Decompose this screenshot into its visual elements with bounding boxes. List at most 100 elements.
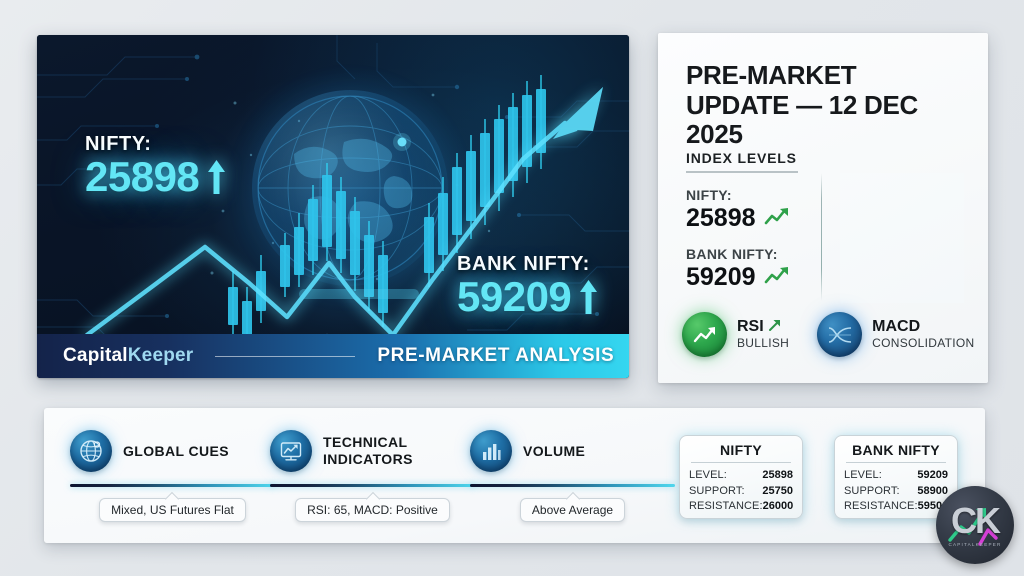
index-row-nifty: NIFTY: 25898 [686,186,798,232]
bar-chart-icon [470,430,512,472]
data-card-row: LEVEL: 25898 [689,468,793,484]
hero-banner: NIFTY: 25898 BANK NIFTY: 59209 CapitalKe… [37,35,629,378]
feature-volume[interactable]: VOLUME Above Average [470,430,675,522]
summary-strip: GLOBAL CUES Mixed, US Futures Flat [44,408,985,543]
hero-footer-bar: CapitalKeeper PRE-MARKET ANALYSIS [37,334,629,378]
feature-global-cues[interactable]: GLOBAL CUES Mixed, US Futures Flat [70,430,275,522]
feature-technical-indicators[interactable]: TECHNICAL INDICATORS RSI: 65, MACD: Posi… [270,430,475,522]
hero-footer-title: PRE-MARKET ANALYSIS [377,345,615,366]
rsi-badge-text: RSI BULLISH [737,318,789,351]
data-card-row: SUPPORT: 58900 [844,484,948,500]
feature-header: TECHNICAL INDICATORS [270,430,475,472]
trend-up-icon [764,204,790,232]
feature-pill-wrap: Above Average [470,487,675,522]
row-value: 58900 [917,484,948,497]
update-card-title-line1: PRE-MARKET [686,60,857,90]
update-card-date: 12 DEC 2025 [686,89,918,150]
feature-title: TECHNICAL INDICATORS [323,434,413,467]
logo-spark-icon [948,508,998,546]
capitalkeeper-logo: CK CAPITALKEEPER [936,486,1014,564]
update-card-title: PRE-MARKET UPDATE — 12 DEC 2025 [686,60,970,150]
feature-pill: Above Average [519,498,626,522]
row-key: SUPPORT: [689,484,745,497]
globe-icon [70,430,112,472]
index-value-row: 59209 [686,263,798,291]
feature-title-line1: TECHNICAL [323,434,408,451]
feature-title-line1: GLOBAL CUES [123,442,230,459]
row-value: 59209 [917,469,948,481]
hero-banknifty-ticker: BANK NIFTY: 59209 [457,253,598,320]
row-key: SUPPORT: [844,484,900,497]
rsi-badge-title: RSI [737,318,764,336]
feature-pill-wrap: RSI: 65, MACD: Positive [270,487,475,522]
logo-caption: CAPITALKEEPER [948,542,1002,547]
index-levels-divider [821,173,822,301]
rsi-badge[interactable]: RSI BULLISH [682,312,789,357]
index-levels-underline [686,171,798,173]
macd-badge-text: MACD CONSOLIDATION [872,318,974,350]
data-card-row: RESISTANCE: 59500 [844,499,948,515]
index-value: 25898 [686,204,756,233]
data-card-rule [846,462,946,463]
feature-pill: RSI: 65, MACD: Positive [295,498,450,522]
index-name: NIFTY: [686,187,732,203]
brand-wordmark: CapitalKeeper [63,345,193,367]
data-card-row: LEVEL: 59209 [844,468,948,484]
feature-pill-wrap: Mixed, US Futures Flat [70,487,275,522]
premarket-update-card: PRE-MARKET UPDATE — 12 DEC 2025 INDEX LE… [658,33,988,383]
macd-badge-status: CONSOLIDATION [872,335,975,350]
brand-first-part: Capital [63,345,128,366]
feature-title-line2: INDICATORS [323,451,413,467]
feature-accent-bar [270,484,475,487]
index-value: 59209 [686,263,756,292]
hero-nifty-label: NIFTY: [85,133,152,155]
row-key: LEVEL: [844,469,882,481]
candlestick-chart-decoration [84,75,603,349]
macd-badge-title: MACD [872,318,921,336]
circuit-trace-decoration [37,35,629,354]
monitor-chart-icon [270,430,312,472]
indicator-badge-row: RSI BULLISH [682,312,974,357]
hero-nifty-value: 25898 [85,153,200,200]
arrow-up-right-icon [768,318,782,337]
data-card-title: BANK NIFTY [852,442,940,458]
feature-header: VOLUME [470,430,675,472]
update-card-title-prefix: UPDATE — [686,89,829,120]
feature-title: VOLUME [523,443,585,460]
data-card-nifty: NIFTY LEVEL: 25898 SUPPORT: 25750 RESIST… [679,435,803,519]
rsi-badge-title-row: RSI [737,318,789,337]
feature-accent-bar [470,484,675,487]
feature-pill: Mixed, US Futures Flat [99,498,246,522]
hero-banknifty-label: BANK NIFTY: [457,253,590,275]
data-card-row: RESISTANCE: 26000 [689,499,793,515]
data-card-row: SUPPORT: 25750 [689,484,793,500]
footer-divider-rule [215,355,356,357]
macd-cross-orb-icon [817,312,863,357]
rsi-badge-status: BULLISH [737,336,790,351]
index-levels-section: INDEX LEVELS NIFTY: 25898 BANK NIFTY: [686,150,798,291]
hero-nifty-ticker: NIFTY: 25898 [85,133,226,200]
feature-accent-bar [70,484,275,487]
logo-mark: CK [951,500,1001,541]
hero-nifty-value-row: 25898 [85,153,226,200]
brand-second-part: Keeper [127,345,194,366]
index-levels-heading: INDEX LEVELS [686,150,797,166]
data-card-title: NIFTY [720,442,762,458]
macd-badge[interactable]: MACD CONSOLIDATION [817,312,974,357]
feature-title: GLOBAL CUES [123,443,229,460]
feature-title-line1: VOLUME [523,442,586,459]
hero-banknifty-value-row: 59209 [457,273,598,320]
row-value: 26000 [762,500,794,513]
index-row-banknifty: BANK NIFTY: 59209 [686,245,798,291]
trend-up-orb-icon [682,312,727,357]
data-card-banknifty: BANK NIFTY LEVEL: 59209 SUPPORT: 58900 R… [834,435,958,519]
row-value: 25898 [762,469,793,481]
index-name: BANK NIFTY: [686,246,778,263]
row-key: LEVEL: [689,469,727,481]
row-key: RESISTANCE: [689,500,763,513]
hero-background [37,35,629,378]
row-key: RESISTANCE: [844,500,918,513]
hero-banknifty-value: 59209 [457,273,572,320]
row-value: 25750 [762,484,793,497]
